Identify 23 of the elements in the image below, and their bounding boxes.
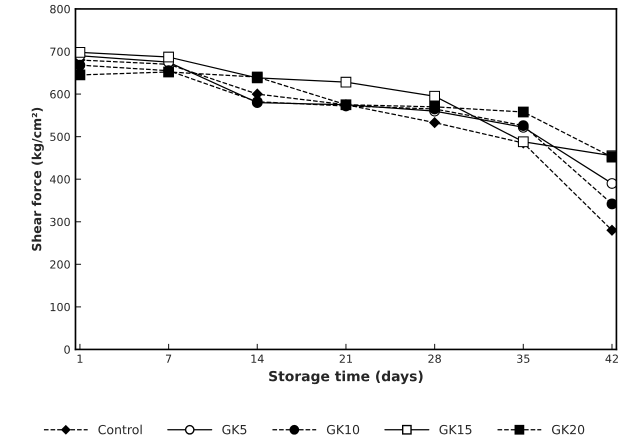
x-tick-label: 35 — [517, 354, 530, 363]
legend-label: GK15 — [439, 424, 472, 434]
y-tick-label: 300 — [50, 218, 70, 226]
y-tick-label: 0 — [64, 345, 70, 354]
x-tick-label: 42 — [605, 354, 618, 363]
x-tick-label: 28 — [428, 354, 441, 363]
x-axis-title: Storage time (days) — [269, 370, 423, 384]
y-tick-label: 100 — [50, 302, 70, 312]
legend-label: GK10 — [326, 424, 360, 434]
y-tick-label: 200 — [50, 260, 70, 269]
y-tick-label: 800 — [50, 4, 70, 14]
y-axis-title: Shear force (kg/cm²) — [32, 108, 44, 251]
y-tick-label: 600 — [50, 90, 70, 98]
legend-label: GK20 — [552, 424, 584, 434]
x-tick-label: 7 — [166, 354, 172, 363]
x-tick-label: 21 — [340, 354, 352, 363]
legend-label: GK5 — [222, 424, 246, 434]
x-tick-label: 1 — [78, 354, 82, 363]
y-tick-label: 400 — [50, 175, 70, 184]
x-tick-label: 14 — [251, 354, 264, 363]
legend-label: Control — [98, 424, 142, 434]
y-tick-label: 700 — [50, 47, 70, 56]
y-tick-label: 500 — [50, 132, 70, 142]
